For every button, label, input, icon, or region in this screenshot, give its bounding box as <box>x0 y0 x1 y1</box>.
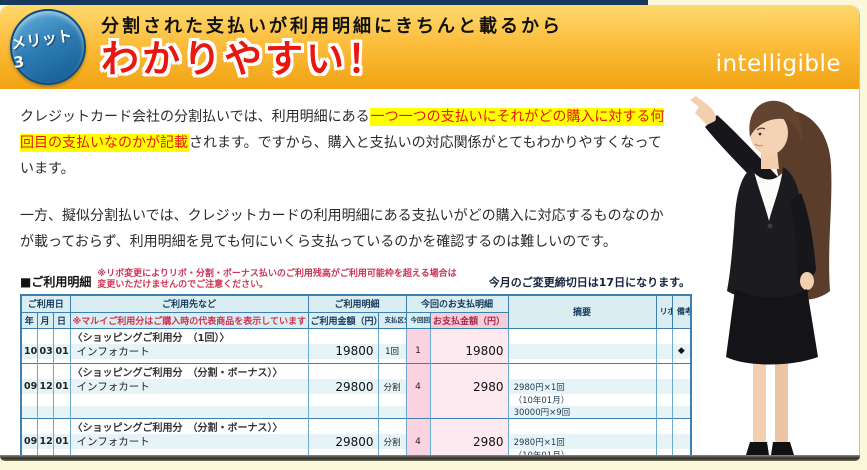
statement-deadline-note: 今月のご変更締切日は17日になります。 <box>488 276 690 289</box>
cell-year: 10 <box>20 343 38 359</box>
statement-warning-line1: ※リボ変更によりリボ・分割・ボーナス払いのご利用残高がご利用可能枠を超える場合は <box>97 269 457 279</box>
cell-amount: 29800 <box>307 434 379 449</box>
section-label: 〈ショッピングご利用分 （分割・ボーナス）〉 <box>69 363 309 379</box>
table-row-purchase-3: 09 12 01 インフォカート 29800 分割 4 2980 2980円×1… <box>20 434 692 449</box>
col-revolving: リボ <box>655 294 673 329</box>
cell-merchant: インフォカート <box>69 379 309 394</box>
cell-year: 09 <box>20 379 38 394</box>
card-bottom-shadow <box>0 455 860 461</box>
header-subtitle: 分割された支払いが利用明細にきちんと載るから <box>101 16 563 37</box>
cell-month: 12 <box>36 379 54 394</box>
col-revolving-label: リボ <box>659 306 672 316</box>
header-english-label: intelligible <box>715 51 841 77</box>
paragraph-1-before: クレジットカード会社の分割払いでは、利用明細にある <box>20 109 370 125</box>
col-day: 日 <box>52 311 71 329</box>
cell-day: 01 <box>52 379 71 394</box>
col-month: 月 <box>36 311 54 329</box>
col-pay-amount: お支払金額（円） <box>429 311 509 329</box>
col-current-count-label: 今回回数 <box>410 316 431 324</box>
cell-merchant: インフォカート <box>69 343 309 359</box>
table-row-purchase-2: 09 12 01 インフォカート 29800 分割 4 2980 2980円×1… <box>20 379 692 394</box>
cell-pay-amount: 2980 <box>429 379 509 394</box>
col-summary: 摘要 <box>507 294 657 329</box>
col-pay-type: 支払区分 <box>377 311 407 329</box>
col-year: 年 <box>20 311 38 329</box>
cell-pay-type: 1回 <box>377 343 407 359</box>
cell-amount: 29800 <box>307 379 379 394</box>
cell-day: 01 <box>52 434 71 449</box>
statement-table: ご利用日 ご利用先など ご利用明細 今回のお支払明細 摘要 リボ 備考 年 月 … <box>20 294 693 461</box>
section-row-installment-2: 〈ショッピングご利用分 （分割・ボーナス）〉 <box>20 418 692 434</box>
col-usage-detail: ご利用明細 <box>307 294 407 313</box>
statement-warning-line2: 変更いただけませんのでご注意ください。 <box>97 280 269 290</box>
cell-pay-amount: 19800 <box>429 343 509 359</box>
merit-header: メリット3 分割された支払いが利用明細にきちんと載るから わかりやすい！ int… <box>0 5 859 89</box>
col-remarks: 備考 <box>671 294 692 329</box>
paragraph-1: クレジットカード会社の分割払いでは、利用明細にある一つ一つの支払いにそれがどの購… <box>20 104 672 182</box>
section-row-one-time: 〈ショッピングご利用分 （1回）〉 <box>20 327 692 344</box>
summary-continuation-row: （10年01月） <box>20 394 692 406</box>
cell-summary-line: 30000円×9回 <box>507 406 657 419</box>
cell-month: 03 <box>36 343 54 359</box>
content-area: クレジットカード会社の分割払いでは、利用明細にある一つ一つの支払いにそれがどの購… <box>0 89 859 461</box>
cell-count: 4 <box>405 379 431 394</box>
paragraph-1-after: されます。ですから、購入と支払いの対応関係がとてもわかりやすくなっています。 <box>20 135 662 177</box>
summary-continuation-row: 30000円×9回 <box>20 406 692 419</box>
header-text-block: 分割された支払いが利用明細にきちんと載るから わかりやすい！ <box>101 12 563 81</box>
section-label: 〈ショッピングご利用分 （1回）〉 <box>69 327 309 344</box>
cell-day: 01 <box>52 343 71 359</box>
merit3-badge: メリット3 <box>10 9 86 85</box>
cell-summary-line: 2980円×1回 <box>507 379 657 394</box>
cell-pay-amount: 2980 <box>429 434 509 449</box>
cell-count: 4 <box>405 434 431 449</box>
cell-summary-line: （10年01月） <box>507 394 657 406</box>
merit-card: メリット3 分割された支払いが利用明細にきちんと載るから わかりやすい！ int… <box>0 5 860 461</box>
header-title: わかりやすい！ <box>101 37 389 81</box>
cell-count: 1 <box>405 343 431 359</box>
merit3-badge-label: メリット3 <box>9 26 74 72</box>
spacer-row <box>20 358 692 364</box>
cell-pay-type: 分割 <box>377 434 407 449</box>
cell-summary-line: 2980円×1回 <box>507 434 657 449</box>
col-pay-type-label: 支払区分 <box>384 316 406 324</box>
cell-merchant: インフォカート <box>69 434 309 449</box>
paragraph-2: 一方、擬似分割払いでは、クレジットカードの利用明細にある支払いがどの購入に対応す… <box>20 208 664 250</box>
top-navy-bar <box>0 0 648 5</box>
col-use-date: ご利用日 <box>20 294 71 313</box>
businesswoman-pointing-image <box>690 96 832 455</box>
section-label: 〈ショッピングご利用分 （分割・ボーナス）〉 <box>69 418 309 434</box>
cell-month: 12 <box>36 434 54 449</box>
statement-block: ■ご利用明細 ※リボ変更によりリボ・分割・ボーナス払いのご利用残高がご利用可能枠… <box>20 269 693 461</box>
cell-remark-diamond: ◆ <box>671 343 692 359</box>
statement-header: ■ご利用明細 ※リボ変更によりリボ・分割・ボーナス払いのご利用残高がご利用可能枠… <box>20 269 690 291</box>
col-current-detail: 今回のお支払明細 <box>405 294 509 313</box>
cell-amount: 19800 <box>307 343 379 359</box>
section-row-installment-1: 〈ショッピングご利用分 （分割・ボーナス）〉 <box>20 363 692 379</box>
cell-pay-type: 分割 <box>377 379 407 394</box>
col-remarks-label: 備考 <box>676 306 690 316</box>
col-usage-amount: ご利用金額（円） <box>307 311 379 329</box>
col-current-count: 今回回数 <box>405 311 431 329</box>
statement-warning: ※リボ変更によりリボ・分割・ボーナス払いのご利用残高がご利用可能枠を超える場合は… <box>97 269 488 291</box>
col-merchant-note: ※マルイご利用分はご購入時の代表商品を表示しています <box>69 311 309 329</box>
col-merchant: ご利用先など <box>69 294 309 313</box>
cell-year: 09 <box>20 434 38 449</box>
statement-title: ■ご利用明細 <box>20 275 92 289</box>
table-row-purchase-1: 10 03 01 インフォカート 19800 1回 1 19800 ◆ <box>20 343 692 359</box>
